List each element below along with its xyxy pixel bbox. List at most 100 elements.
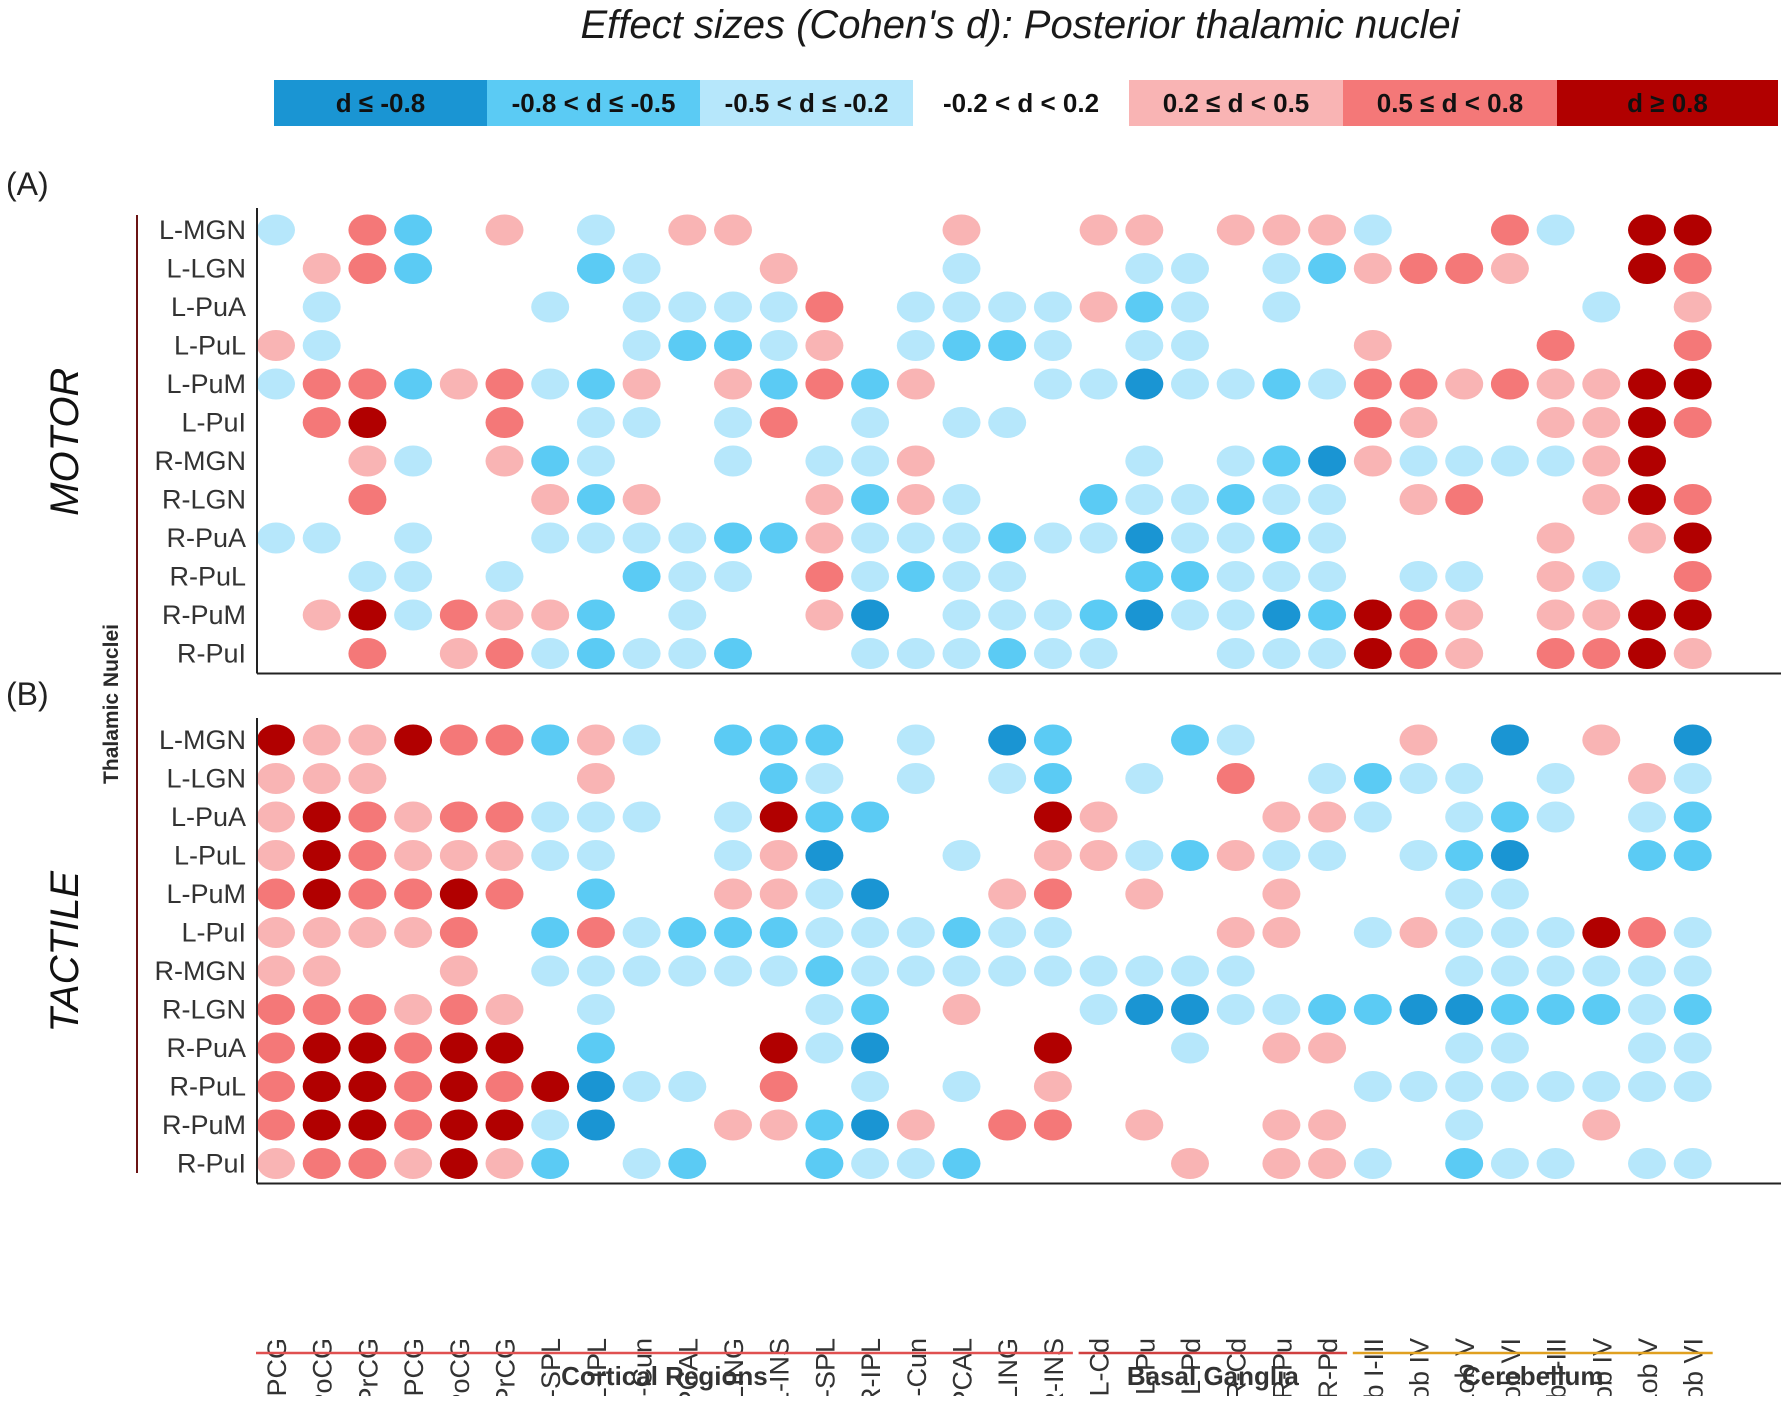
heatmap-cell: [1171, 561, 1209, 592]
heatmap-cell: [942, 840, 981, 871]
heatmap-cell: [485, 878, 524, 910]
heatmap-cell: [348, 724, 387, 756]
legend-swatch: [487, 80, 700, 126]
heatmap-cell: [988, 522, 1027, 554]
heatmap-cell: [531, 599, 570, 631]
column-label: R-Lob I-III: [1542, 1338, 1572, 1396]
heatmap-cell: [759, 368, 798, 400]
heatmap-cell: [759, 1109, 798, 1141]
heatmap-cell: [1582, 724, 1621, 756]
heatmap-cell: [394, 1071, 433, 1102]
heatmap-cell: [851, 1071, 890, 1102]
heatmap-cell: [714, 407, 752, 438]
heatmap-cell: [1079, 840, 1118, 871]
heatmap-cell: [1536, 561, 1575, 592]
heatmap-cell: [1490, 1032, 1529, 1064]
heatmap-cell: [1445, 1032, 1484, 1064]
heatmap-cell: [896, 368, 935, 400]
heatmap-cell: [576, 840, 615, 871]
heatmap-cell: [1353, 1071, 1392, 1102]
heatmap-cell: [1033, 840, 1072, 871]
heatmap-cell: [302, 724, 341, 756]
heatmap-cell: [1262, 1109, 1301, 1141]
legend-label: 0.5 ≤ d < 0.8: [1377, 88, 1524, 118]
heatmap-cell: [1353, 638, 1392, 669]
heatmap-cell: [668, 561, 707, 592]
heatmap-cell: [531, 484, 570, 515]
column-group-label: Cerebellum: [1462, 1361, 1604, 1391]
row-label: R-PuL: [169, 562, 246, 592]
heatmap-cell: [257, 763, 295, 794]
heatmap-cell: [302, 1148, 341, 1179]
heatmap-cell: [576, 368, 615, 400]
heatmap-cell: [1490, 994, 1529, 1025]
panel-tag: (B): [6, 676, 49, 712]
heatmap-cell: [1445, 1148, 1484, 1179]
heatmap-cell: [668, 1148, 707, 1179]
heatmap-cell: [1216, 955, 1255, 987]
heatmap-cell: [485, 445, 524, 477]
heatmap-cell: [394, 445, 433, 477]
heatmap-cell: [1582, 599, 1621, 631]
heatmap-cell: [1399, 445, 1438, 477]
heatmap-cell: [805, 1148, 844, 1179]
heatmap-cell: [1308, 522, 1347, 554]
heatmap-cell: [302, 1109, 341, 1141]
heatmap-cell: [1628, 1032, 1666, 1064]
heatmap-cell: [485, 561, 524, 592]
heatmap-cell: [1673, 801, 1712, 833]
heatmap-cell: [531, 1071, 570, 1102]
heatmap-cell: [1582, 917, 1621, 948]
heatmap-cell: [942, 214, 981, 246]
heatmap-cell: [257, 994, 295, 1025]
heatmap-cell: [576, 955, 615, 987]
heatmap-cell: [1125, 522, 1164, 554]
heatmap-cell: [485, 1109, 524, 1141]
heatmap-cell: [942, 994, 981, 1025]
heatmap-cell: [1216, 724, 1255, 756]
heatmap-cell: [576, 1032, 615, 1064]
heatmap-cell: [1673, 484, 1712, 515]
heatmap-cell: [714, 724, 752, 756]
heatmap-cell: [1171, 840, 1209, 871]
legend-label: d ≥ 0.8: [1627, 88, 1708, 118]
heatmap-cell: [622, 368, 661, 400]
heatmap-cell: [1673, 1032, 1712, 1064]
column-label: L-Lob IV: [1405, 1338, 1435, 1396]
column-label: R-SPL: [810, 1338, 840, 1396]
heatmap-cell: [576, 638, 615, 669]
legend-label: d ≤ -0.8: [336, 88, 425, 118]
heatmap-cell: [1262, 561, 1301, 592]
heatmap-cell: [576, 917, 615, 948]
heatmap-cell: [714, 638, 752, 669]
heatmap-cell: [439, 955, 478, 987]
row-label: R-PuA: [166, 1033, 246, 1063]
heatmap-cell: [394, 724, 433, 756]
heatmap-cell: [1582, 445, 1621, 477]
heatmap-cell: [942, 1148, 981, 1179]
heatmap-cell: [1353, 917, 1392, 948]
heatmap-cell: [988, 955, 1027, 987]
legend-label: -0.2 < d < 0.2: [943, 88, 1099, 118]
heatmap-cell: [348, 599, 387, 631]
heatmap-cell: [759, 330, 798, 361]
heatmap-cell: [1582, 484, 1621, 515]
heatmap-cell: [1125, 955, 1164, 987]
heatmap-cell: [1673, 407, 1712, 438]
heatmap-cell: [348, 1109, 387, 1141]
heatmap-cell: [759, 801, 798, 833]
heatmap-cell: [942, 917, 981, 948]
heatmap-cell: [1536, 1148, 1575, 1179]
heatmap-cell: [485, 994, 524, 1025]
heatmap-cell: [622, 955, 661, 987]
heatmap-cell: [1445, 599, 1484, 631]
heatmap-cell: [1582, 955, 1621, 987]
heatmap-cell: [759, 522, 798, 554]
column-label: L-SPL: [536, 1338, 566, 1396]
heatmap-cell: [988, 561, 1027, 592]
column-label: L-Lob VI: [1496, 1338, 1526, 1396]
heatmap-cell: [1262, 522, 1301, 554]
heatmap-cell: [257, 522, 295, 554]
legend-item: 0.2 ≤ d < 0.5: [1129, 80, 1343, 126]
heatmap-cell: [348, 763, 387, 794]
